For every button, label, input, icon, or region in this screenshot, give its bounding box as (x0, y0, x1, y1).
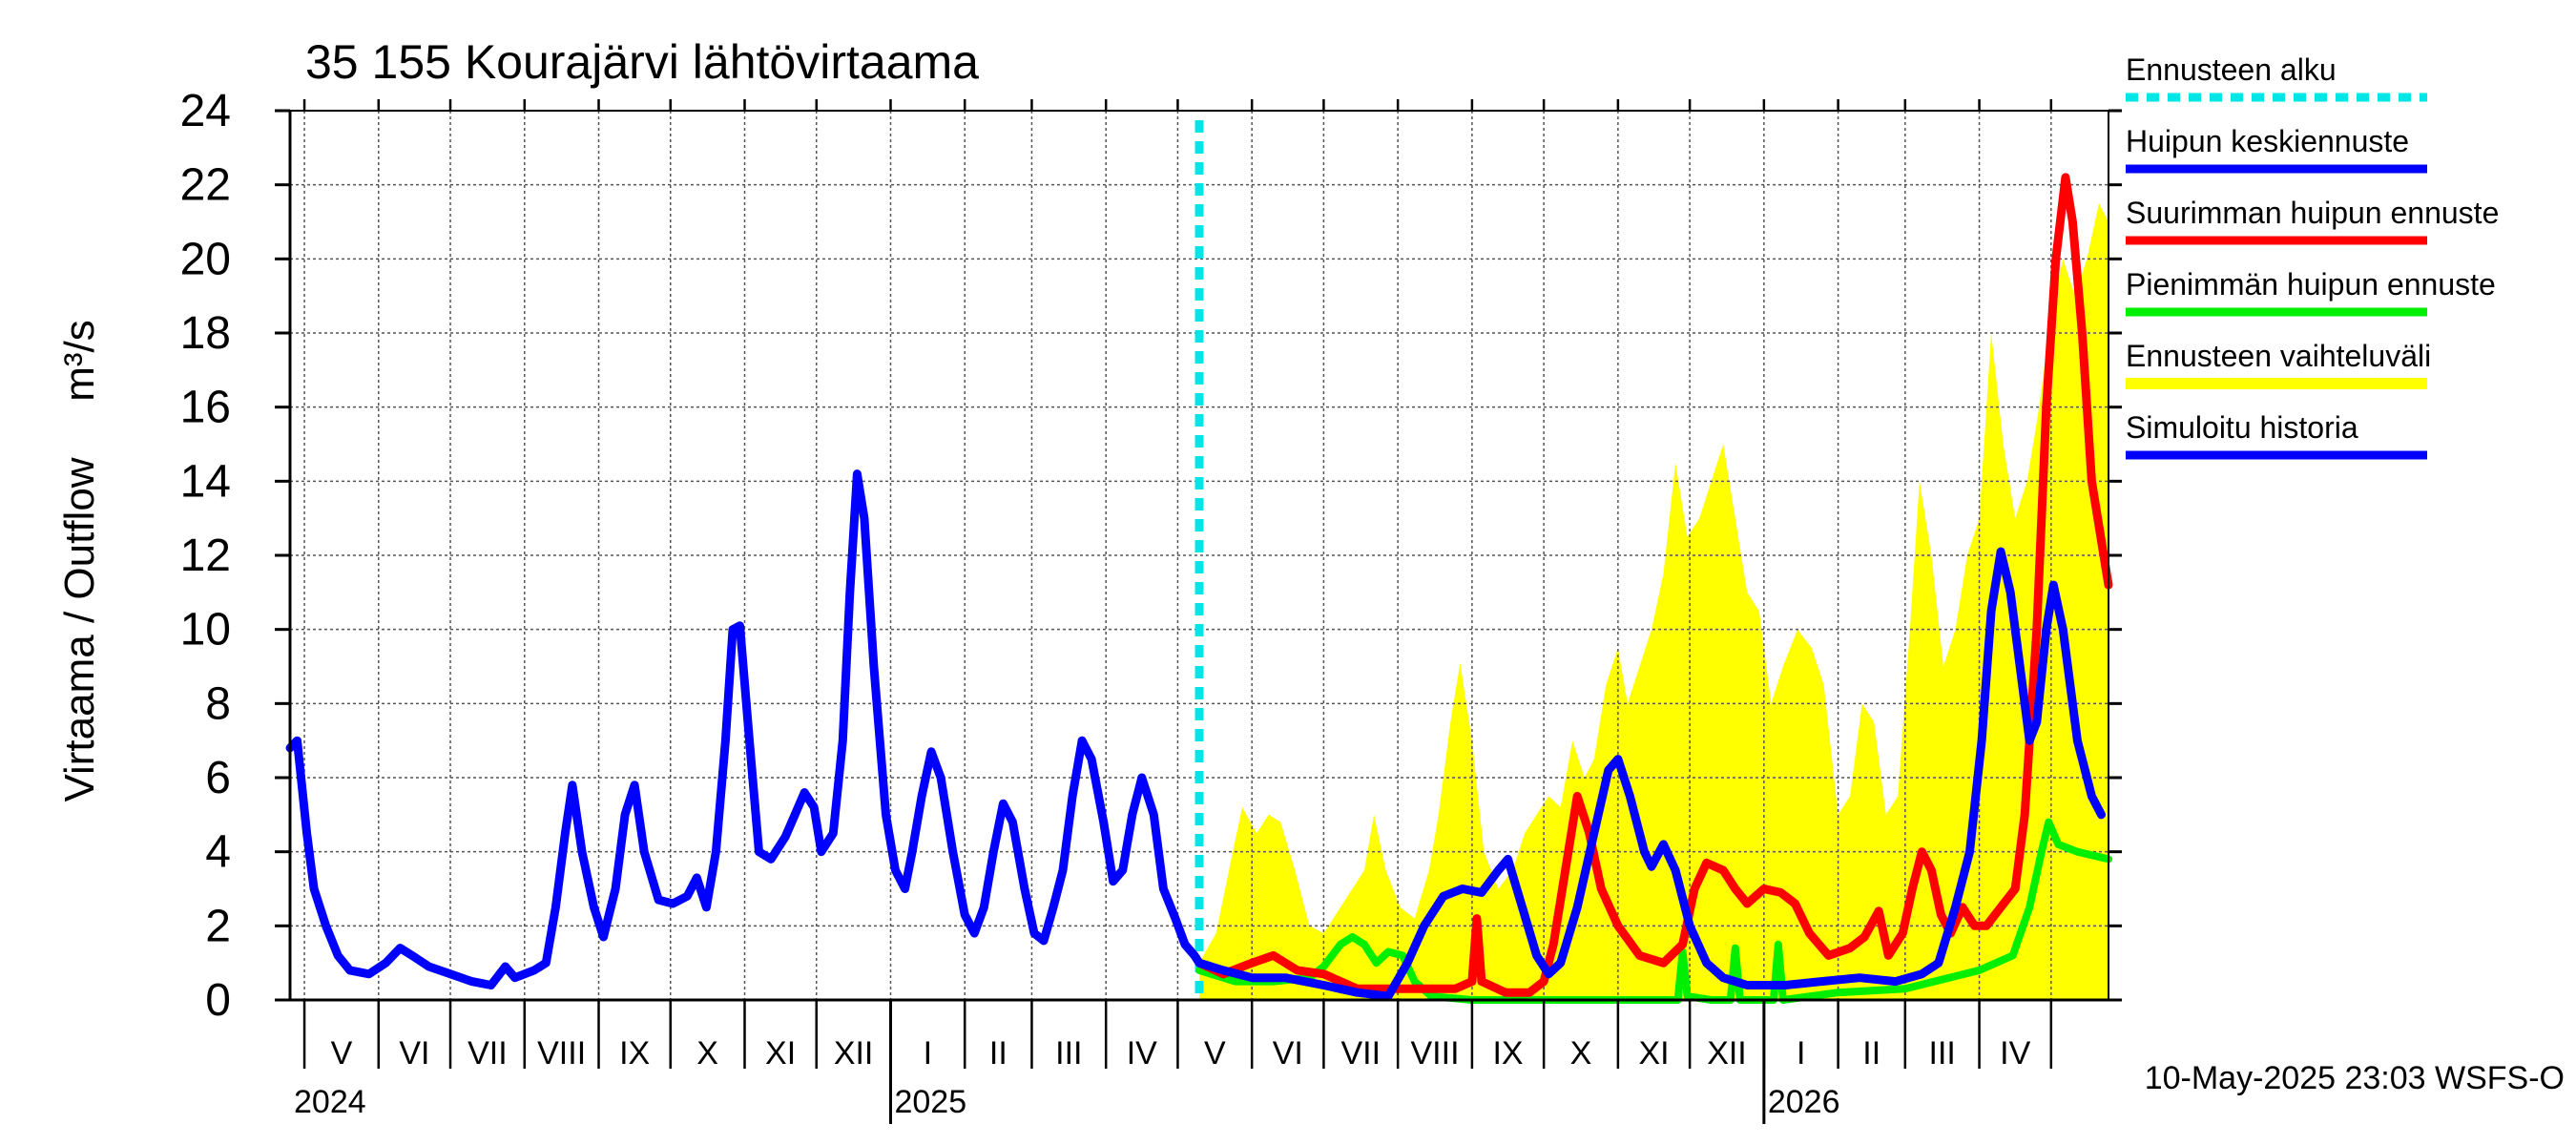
legend-max-peak-label: Suurimman huipun ennuste (2126, 196, 2499, 230)
month-label: X (1570, 1035, 1592, 1072)
y-tick-label: 18 (180, 308, 231, 359)
y-tick-label: 2 (205, 901, 231, 951)
month-label: IV (1127, 1035, 1157, 1072)
month-label: XII (1707, 1035, 1747, 1072)
month-label: X (696, 1035, 718, 1072)
footer-timestamp: 10-May-2025 23:03 WSFS-O (2145, 1060, 2565, 1096)
series-layer (285, 120, 2113, 1004)
month-label: I (1797, 1035, 1805, 1072)
forecast-range-band (1199, 203, 2109, 1001)
forecast-band-layer (1199, 203, 2109, 1001)
month-label: VII (1340, 1035, 1381, 1072)
month-label: III (1055, 1035, 1082, 1072)
year-label: 2026 (1768, 1084, 1840, 1120)
y-axis-unit-label: m³/s (56, 320, 103, 402)
y-tick-label: 8 (205, 678, 231, 729)
y-tick-label: 24 (180, 86, 231, 136)
y-tick-label: 4 (205, 827, 231, 878)
chart-title: 35 155 Kourajärvi lähtövirtaama (305, 35, 979, 89)
y-axis-label: Virtaama / Outflow (56, 457, 103, 802)
y-tick-label: 6 (205, 753, 231, 803)
legend: Ennusteen alku Huipun keskiennuste Suurimm… (2126, 52, 2499, 460)
year-label: 2024 (294, 1084, 366, 1120)
series-line-mean-peak-forecast (1195, 547, 2106, 1001)
legend-range-label: Ennusteen vaihteluväli (2126, 339, 2431, 373)
y-tick-label: 14 (180, 456, 231, 507)
month-label: II (989, 1035, 1008, 1072)
month-label: IV (2000, 1035, 2030, 1072)
legend-forecast-start-label: Ennusteen alku (2126, 52, 2337, 87)
year-label: 2025 (894, 1084, 966, 1120)
series-line-simulated-history (285, 469, 1204, 989)
series-line-min-peak-forecast (1195, 818, 2112, 1004)
y-tick-label: 0 (205, 975, 231, 1026)
month-label: IX (619, 1035, 650, 1072)
legend-min-peak-label: Pienimmän huipun ennuste (2126, 267, 2496, 302)
month-label: I (924, 1035, 932, 1072)
month-label: VIII (537, 1035, 586, 1072)
month-label: II (1862, 1035, 1880, 1072)
series-line-max-peak-forecast (1195, 173, 2113, 997)
y-tick-label: 16 (180, 383, 231, 433)
y-tick-label: 22 (180, 160, 231, 211)
month-label: VIII (1411, 1035, 1460, 1072)
month-label: III (1929, 1035, 1956, 1072)
month-label: XII (834, 1035, 874, 1072)
month-label: IX (1492, 1035, 1523, 1072)
month-label: XI (765, 1035, 796, 1072)
month-label: VII (467, 1035, 508, 1072)
month-label: V (1204, 1035, 1226, 1072)
month-label: VI (1273, 1035, 1303, 1072)
legend-mean-peak-label: Huipun keskiennuste (2126, 124, 2409, 158)
y-tick-label: 20 (180, 234, 231, 284)
month-label: XI (1638, 1035, 1669, 1072)
y-tick-label: 12 (180, 531, 231, 581)
month-label: VI (399, 1035, 429, 1072)
legend-simulated-history-label: Simuloitu historia (2126, 410, 2358, 445)
y-tick-label: 10 (180, 605, 231, 656)
month-label: V (331, 1035, 353, 1072)
